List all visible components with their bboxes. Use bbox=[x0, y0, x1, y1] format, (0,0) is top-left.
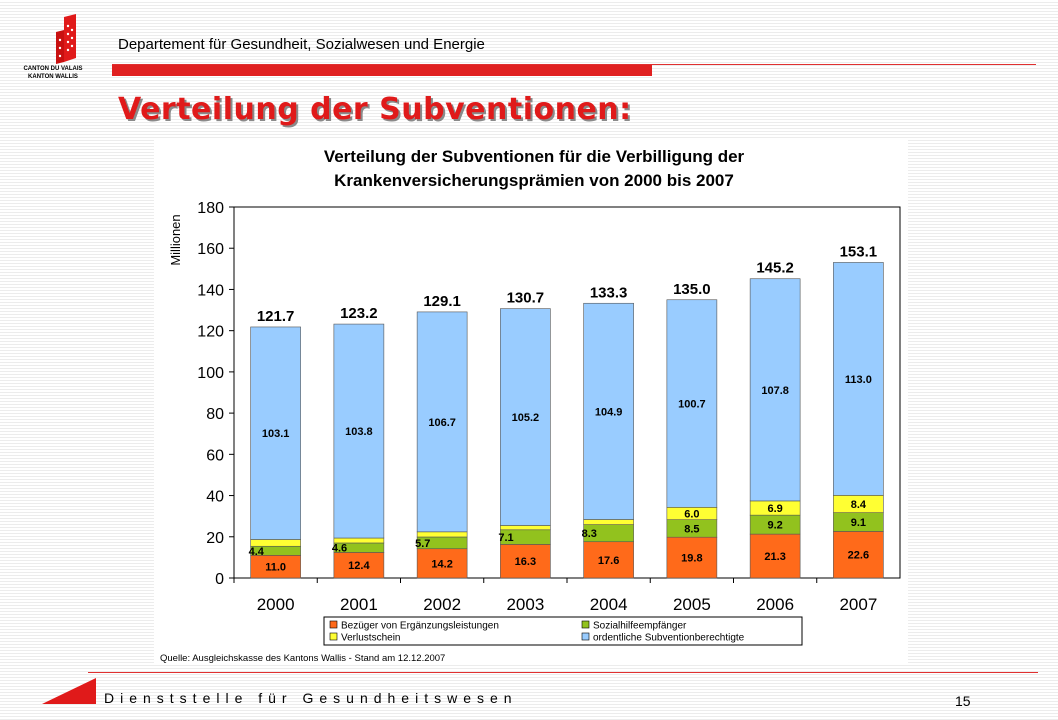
data-label: 113.0 bbox=[845, 374, 872, 386]
x-tick-label: 2006 bbox=[756, 595, 794, 614]
bar-segment bbox=[500, 544, 551, 579]
data-label: 105.2 bbox=[512, 412, 540, 424]
total-label: 121.7 bbox=[257, 308, 295, 325]
footer-divider bbox=[88, 672, 1038, 673]
y-axis-label: Millionen bbox=[168, 214, 183, 265]
data-label: 4.6 bbox=[332, 543, 347, 555]
data-label: 21.3 bbox=[764, 551, 785, 563]
data-label: 103.8 bbox=[345, 426, 373, 438]
bar-segment bbox=[833, 262, 884, 496]
data-label: 7.1 bbox=[498, 532, 513, 544]
y-tick-label: 20 bbox=[206, 530, 224, 547]
header-divider bbox=[112, 64, 1036, 65]
chart-title-line-1: Verteilung der Subventionen für die Verb… bbox=[324, 147, 745, 166]
x-tick-label: 2000 bbox=[257, 595, 295, 614]
legend-swatch bbox=[581, 632, 590, 641]
bar-segment bbox=[250, 326, 301, 540]
data-label: 17.6 bbox=[598, 555, 619, 567]
logo-line-1: CANTON DU VALAIS bbox=[23, 66, 83, 72]
data-label: 8.4 bbox=[851, 499, 867, 511]
total-label: 153.1 bbox=[840, 243, 878, 260]
canton-logo: CANTON DU VALAIS KANTON WALLIS bbox=[18, 14, 88, 84]
y-tick-label: 40 bbox=[206, 489, 224, 506]
logo-line-2: KANTON WALLIS bbox=[28, 74, 78, 80]
chart-panel: Verteilung der Subventionen für die Verb… bbox=[154, 140, 908, 665]
data-label: 14.2 bbox=[431, 558, 452, 570]
plot-area: 02040608010012014016018011.04.43.3103.11… bbox=[197, 200, 901, 646]
total-label: 130.7 bbox=[507, 290, 545, 307]
y-tick-label: 160 bbox=[197, 241, 224, 258]
legend-box bbox=[323, 616, 803, 646]
bar-segment bbox=[666, 299, 718, 508]
data-label: 103.1 bbox=[262, 428, 290, 440]
data-label: 6.0 bbox=[684, 508, 699, 520]
bar-segment bbox=[250, 539, 301, 547]
y-tick-label: 140 bbox=[197, 282, 224, 299]
total-label: 123.2 bbox=[340, 305, 378, 322]
subsidy-stacked-bar-chart: Verteilung der Subventionen für die Verb… bbox=[160, 147, 901, 664]
slide-title: Verteilung der Subventionen: bbox=[118, 92, 632, 127]
data-label: 16.3 bbox=[515, 556, 536, 568]
data-label: 22.6 bbox=[848, 550, 869, 562]
legend-label: ordentliche Subventionberechtigte bbox=[593, 633, 745, 644]
total-label: 145.2 bbox=[756, 260, 794, 277]
y-tick-label: 100 bbox=[197, 365, 224, 382]
canton-logo-emblem-icon bbox=[56, 14, 76, 64]
y-tick-label: 180 bbox=[197, 200, 224, 217]
footer-triangle-icon bbox=[42, 678, 96, 704]
bar-segment bbox=[583, 302, 634, 520]
data-label: 19.8 bbox=[681, 553, 702, 565]
legend-swatch bbox=[581, 620, 590, 629]
data-label: 11.0 bbox=[265, 562, 286, 574]
bar-segment bbox=[500, 308, 551, 526]
bar-segment bbox=[833, 531, 884, 579]
legend-swatch bbox=[329, 620, 338, 629]
y-tick-label: 120 bbox=[197, 324, 224, 341]
bar-segment bbox=[416, 311, 468, 533]
data-label: 6.9 bbox=[767, 503, 782, 515]
data-label: 12.4 bbox=[348, 560, 370, 572]
x-tick-label: 2005 bbox=[673, 595, 711, 614]
page-number: 15 bbox=[955, 693, 971, 709]
x-tick-label: 2002 bbox=[423, 595, 461, 614]
header-accent-bar bbox=[112, 65, 652, 76]
y-tick-label: 60 bbox=[206, 447, 224, 464]
data-label: 9.1 bbox=[851, 517, 866, 529]
data-label: 107.8 bbox=[761, 385, 789, 397]
bar-segment bbox=[583, 541, 634, 579]
chart-title-line-2: Krankenversicherungsprämien von 2000 bis… bbox=[334, 171, 734, 190]
footer-service-name: Dienststelle für Gesundheitswesen bbox=[104, 690, 518, 706]
department-name: Departement für Gesundheit, Sozialwesen … bbox=[118, 36, 485, 53]
bar-segment bbox=[666, 536, 718, 579]
bar-segment bbox=[333, 323, 385, 539]
bar-segment bbox=[749, 533, 801, 579]
data-label: 5.7 bbox=[415, 538, 430, 550]
data-label: 8.5 bbox=[684, 523, 699, 535]
data-label: 104.9 bbox=[595, 406, 623, 418]
x-tick-label: 2003 bbox=[506, 595, 544, 614]
data-label: 4.4 bbox=[249, 546, 265, 558]
total-label: 133.3 bbox=[590, 284, 628, 301]
x-tick-label: 2001 bbox=[340, 595, 378, 614]
total-label: 135.0 bbox=[673, 281, 711, 298]
bar-segment bbox=[749, 278, 801, 502]
data-label: 8.3 bbox=[582, 528, 597, 540]
legend-label: Bezüger von Ergänzungsleistungen bbox=[341, 621, 499, 632]
bar-segment bbox=[416, 548, 468, 579]
y-tick-label: 80 bbox=[206, 406, 224, 423]
chart-source-note: Quelle: Ausgleichskasse des Kantons Wall… bbox=[160, 653, 445, 664]
x-tick-label: 2004 bbox=[590, 595, 628, 614]
legend-swatch bbox=[329, 632, 338, 641]
y-tick-label: 0 bbox=[215, 571, 224, 588]
total-label: 129.1 bbox=[423, 293, 461, 310]
legend-label: Sozialhilfeempfänger bbox=[593, 621, 687, 632]
x-tick-label: 2007 bbox=[839, 595, 877, 614]
data-label: 106.7 bbox=[428, 417, 456, 429]
legend-label: Verlustschein bbox=[341, 633, 400, 644]
data-label: 100.7 bbox=[678, 399, 706, 411]
data-label: 9.2 bbox=[767, 520, 782, 532]
